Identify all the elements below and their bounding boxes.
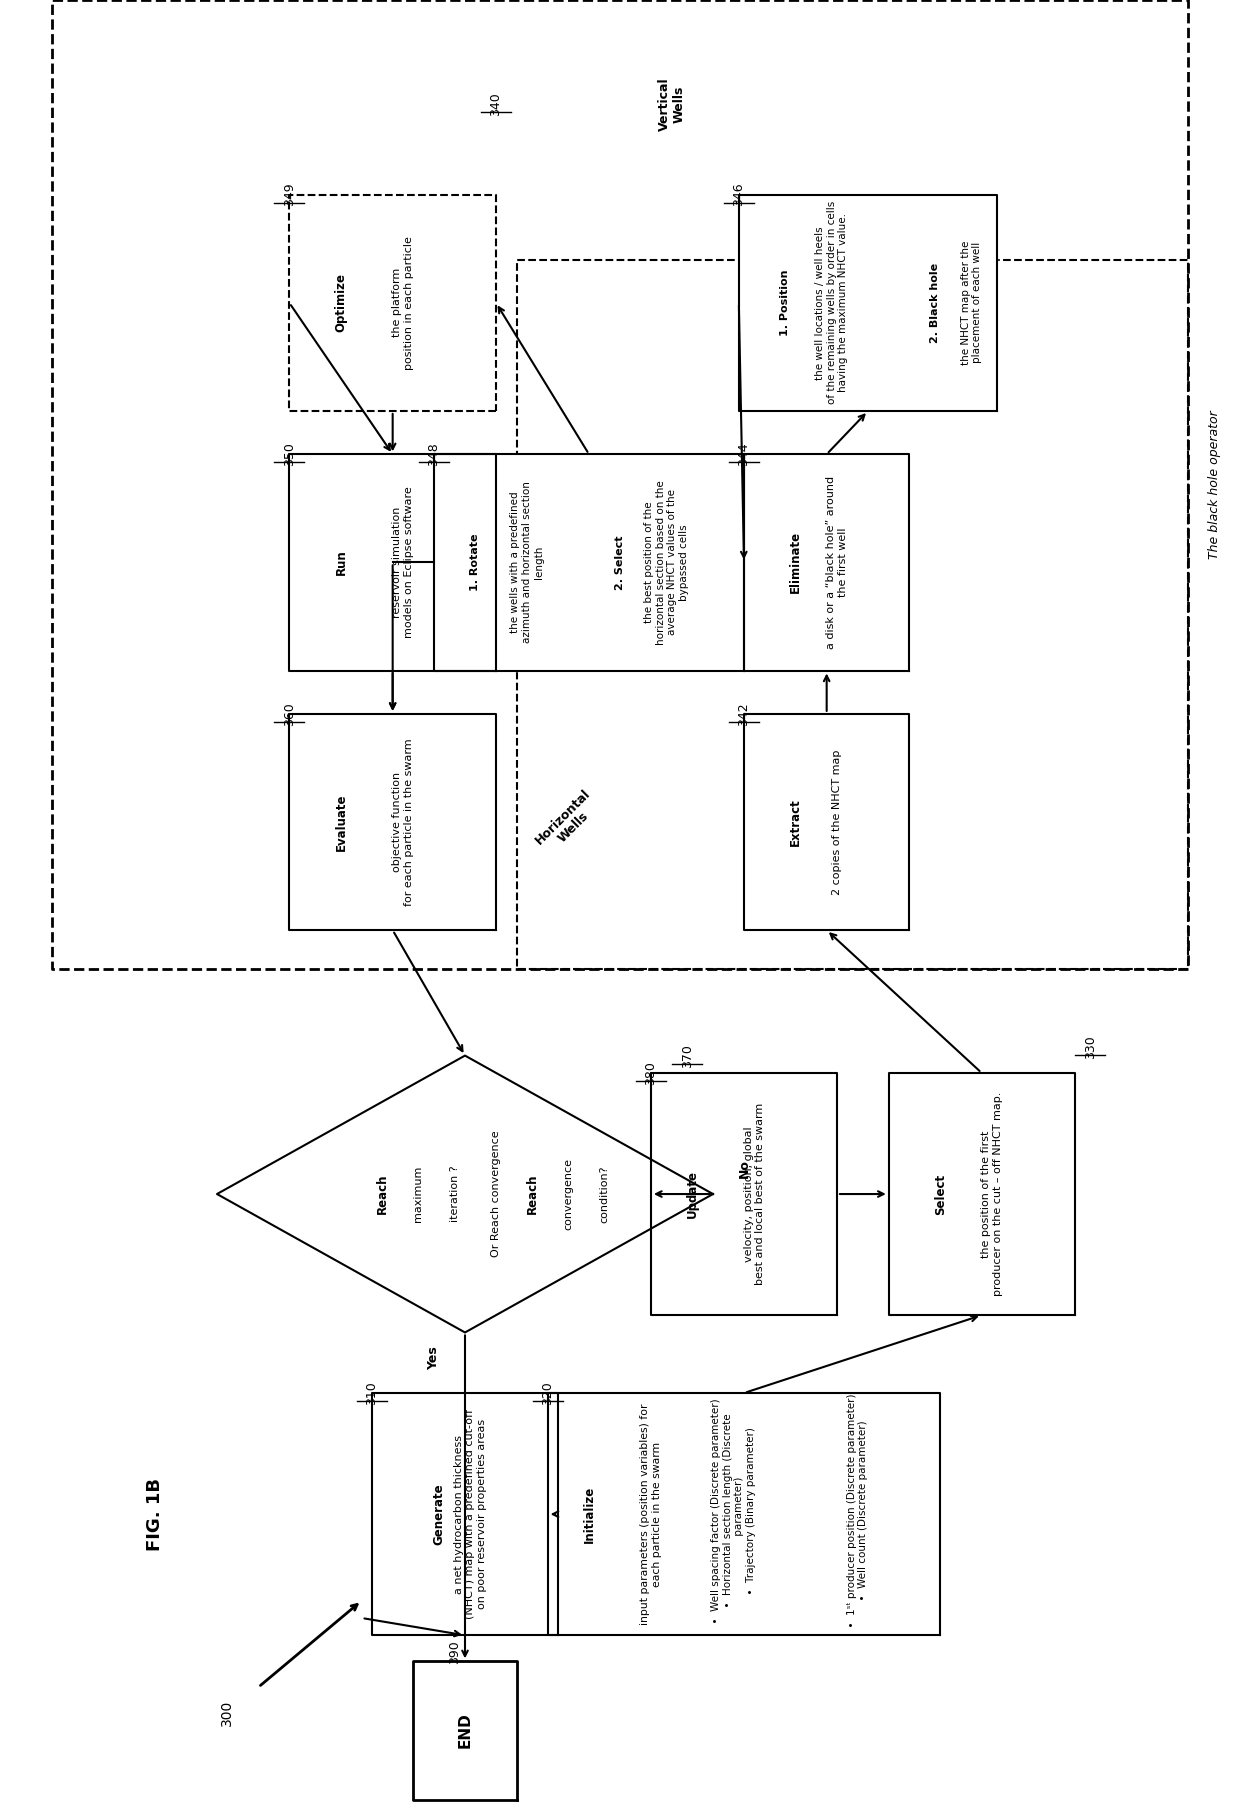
Polygon shape [372,1394,558,1635]
Text: Extract: Extract [789,798,802,847]
Text: the best position of the
horizontal section based on the
average NHCT values of : the best position of the horizontal sect… [644,480,689,645]
Text: Reach: Reach [376,1174,389,1214]
Text: Optimize: Optimize [335,273,347,333]
Text: 360: 360 [283,701,296,725]
Text: 2 copies of the NHCT map: 2 copies of the NHCT map [832,749,842,894]
Text: •  Well spacing factor (Discrete parameter)
  •  Horizontal section length (Disc: • Well spacing factor (Discrete paramete… [712,1399,756,1630]
Polygon shape [548,1394,940,1635]
Text: the position of the first
producer on the cut – off NHCT map.: the position of the first producer on th… [981,1092,1003,1296]
Text: a disk or a “black hole” around
the first well: a disk or a “black hole” around the firs… [826,476,848,649]
Text: 300: 300 [221,1701,234,1726]
Polygon shape [413,1661,517,1799]
Text: 380: 380 [645,1061,657,1085]
Text: END: END [458,1713,472,1748]
Text: 1. Rotate: 1. Rotate [470,534,480,591]
Text: 370: 370 [681,1043,693,1068]
Text: Reach: Reach [526,1174,538,1214]
Text: Select: Select [934,1174,947,1214]
Text: reservoir simulation
models on Eclipse software: reservoir simulation models on Eclipse s… [392,487,414,638]
Text: 348: 348 [428,442,440,467]
Text: Run: Run [335,549,347,576]
Polygon shape [889,1072,1075,1316]
Text: Vertical
Wells: Vertical Wells [657,76,686,131]
Text: the platform
position in each particle: the platform position in each particle [392,236,414,371]
Text: 349: 349 [283,184,296,207]
Text: condition?: condition? [599,1165,610,1223]
Polygon shape [289,714,496,930]
Text: Update: Update [686,1170,699,1217]
Polygon shape [289,194,496,411]
Text: a net hydrocarbon thickness
(NHCT) map with a predefined cut-off
on poor reservo: a net hydrocarbon thickness (NHCT) map w… [454,1410,487,1619]
Text: 330: 330 [1084,1036,1096,1059]
Polygon shape [739,194,997,411]
Text: Initialize: Initialize [583,1486,595,1543]
Text: 310: 310 [366,1381,378,1405]
Polygon shape [217,1056,713,1332]
Text: Eliminate: Eliminate [789,531,802,594]
Text: 1. Position: 1. Position [780,269,790,336]
Text: 320: 320 [541,1381,554,1405]
Polygon shape [651,1072,837,1316]
Polygon shape [289,454,496,670]
Text: The black hole operator: The black hole operator [1208,411,1220,560]
Polygon shape [434,454,744,670]
Text: 390: 390 [448,1641,461,1664]
Text: Or Reach convergence: Or Reach convergence [491,1130,501,1257]
Text: 350: 350 [283,442,296,467]
Text: convergence: convergence [563,1157,573,1230]
Polygon shape [744,454,909,670]
Text: •  1ˢᵗ producer position (Discrete parameter)
  •  Well count (Discrete paramete: • 1ˢᵗ producer position (Discrete parame… [847,1394,868,1635]
Text: No: No [738,1159,750,1177]
Text: 340: 340 [490,93,502,116]
Text: input parameters (position variables) for
each particle in the swarm: input parameters (position variables) fo… [640,1403,662,1624]
Text: Yes: Yes [428,1346,440,1370]
Text: 346: 346 [733,184,745,207]
Text: 342: 342 [738,701,750,725]
Text: the wells with a predefined
azimuth and horizontal section
length: the wells with a predefined azimuth and … [511,482,543,643]
Text: velocity, position, global
best and local best of the swarm: velocity, position, global best and loca… [744,1103,765,1285]
Text: maximum: maximum [413,1167,424,1223]
Text: Evaluate: Evaluate [335,794,347,850]
Text: 2. Select: 2. Select [615,536,625,591]
Text: 344: 344 [738,442,750,467]
Text: Horizontal
Wells: Horizontal Wells [533,787,604,858]
Polygon shape [744,714,909,930]
Text: FIG. 1B: FIG. 1B [146,1477,164,1550]
Text: objective function
for each particle in the swarm: objective function for each particle in … [392,738,414,907]
Text: the well locations / well heels
of the remaining wells by order in cells
having : the well locations / well heels of the r… [815,202,848,405]
Text: 2. Black hole: 2. Black hole [930,263,940,343]
Text: Generate: Generate [433,1483,445,1544]
Text: the NHCT map after the
placement of each well: the NHCT map after the placement of each… [961,240,982,365]
Text: iteration ?: iteration ? [450,1167,460,1223]
